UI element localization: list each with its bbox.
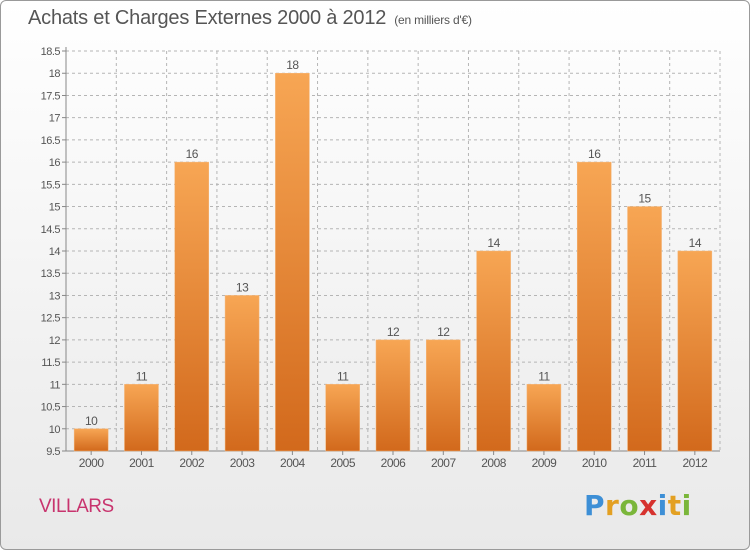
bar [224,295,260,452]
bar [576,161,612,452]
data-label: 11 [136,369,148,383]
bar [426,339,461,452]
data-label: 11 [538,369,550,383]
data-label: 16 [186,147,199,161]
data-label: 13 [236,280,249,294]
x-tick-label: 2008 [481,456,507,470]
x-tick-label: 2006 [381,456,407,470]
bar [476,250,511,452]
y-tick-label: 17.5 [41,90,61,102]
proxiti-logo: Proxiti [584,489,692,522]
chart-subtitle: (en milliers d'€) [394,13,472,27]
y-tick-label: 16.5 [41,135,61,147]
y-tick-label: 15 [49,202,61,214]
bar [627,206,662,452]
x-tick-label: 2010 [582,456,608,470]
y-tick-label: 11.5 [41,357,60,369]
bar [677,250,713,452]
x-tick-label: 2000 [79,456,105,470]
x-tick-label: 2002 [179,456,205,470]
data-label: 12 [437,325,450,339]
x-tick-label: 2005 [330,456,356,470]
logo-letter: i [681,489,692,522]
logo-letter: r [605,489,620,522]
logo-letter: o [619,489,640,522]
y-tick-label: 10.5 [41,402,61,414]
y-tick-label: 12 [49,335,61,347]
data-label: 10 [85,414,98,428]
logo-letter: P [584,489,606,522]
data-label: 12 [387,325,400,339]
bar [275,72,310,452]
y-tick-label: 14.5 [41,224,61,236]
data-label: 14 [487,236,500,250]
data-label: 15 [638,192,651,206]
bar [375,339,411,452]
x-tick-label: 2004 [280,456,306,470]
title-text: Achats et Charges Externes 2000 à 2012 [28,7,387,29]
y-tick-label: 13.5 [41,268,61,280]
data-label: 11 [337,369,349,383]
x-tick-label: 2012 [682,456,708,470]
y-tick-label: 13 [49,290,61,302]
bar [174,161,210,452]
bar [325,384,360,452]
y-tick-label: 10 [49,424,61,436]
y-tick-label: 15.5 [41,179,61,191]
bar [526,384,562,452]
commune-name: VILLARS [39,496,114,517]
y-tick-label: 11 [50,379,61,391]
logo-letter: i [657,489,668,522]
x-tick-label: 2011 [633,456,658,470]
x-tick-label: 2009 [532,456,558,470]
y-tick-label: 12.5 [41,313,61,325]
y-tick-label: 18.5 [41,46,61,58]
y-tick-label: 9.5 [46,446,60,458]
chart-title: Achats et Charges Externes 2000 à 2012 (e… [28,7,472,30]
y-tick-label: 16 [49,157,61,169]
x-tick-label: 2007 [431,456,457,470]
logo-letter: t [667,489,682,522]
x-tick-label: 2003 [230,456,256,470]
y-tick-label: 17 [49,113,61,125]
x-tick-label: 2001 [129,456,155,470]
data-label: 18 [286,58,299,72]
logo-letter: x [639,489,658,522]
bar [73,428,109,452]
data-label: 14 [689,236,702,250]
bar [124,384,159,452]
data-label: 16 [588,147,601,161]
y-tick-label: 14 [49,246,61,258]
y-tick-label: 18 [49,68,61,80]
